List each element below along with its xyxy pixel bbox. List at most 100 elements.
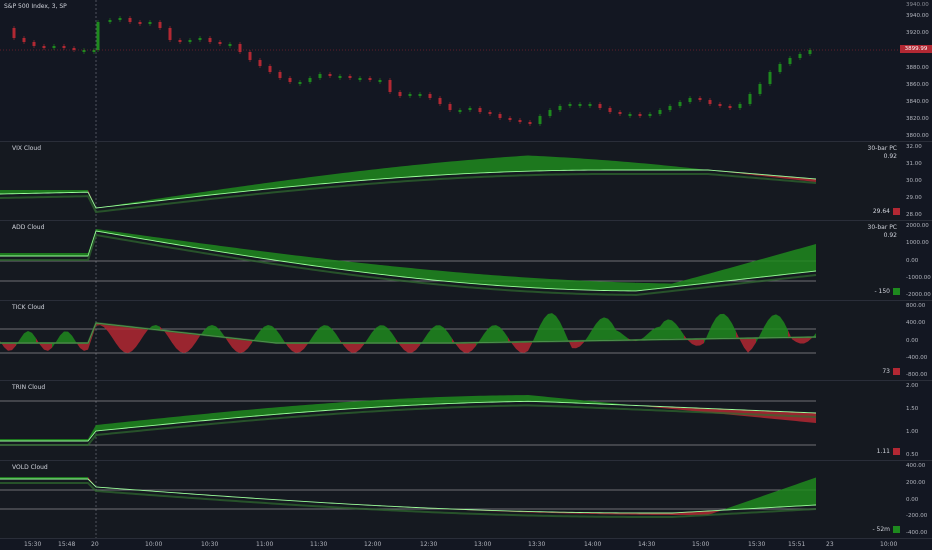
pane-info: 0.92	[883, 153, 897, 160]
cloud-segment	[584, 158, 588, 171]
axis-tick: 1.00	[906, 429, 919, 435]
cloud-segment	[340, 260, 344, 270]
cloud-segment	[132, 420, 136, 428]
cloud-segment	[112, 422, 116, 430]
cloud-segment	[268, 325, 272, 343]
candle	[288, 78, 292, 82]
candle	[378, 80, 382, 82]
cloud-segment	[460, 272, 464, 283]
cloud-segment	[472, 159, 476, 174]
cloud-segment	[812, 477, 816, 506]
cloud-segment	[520, 395, 524, 402]
indicator-pane-add-cloud[interactable]: ADD Cloud	[0, 221, 900, 300]
cloud-segment	[232, 247, 236, 255]
cloud-segment	[216, 245, 220, 252]
cloud-segment	[12, 439, 16, 441]
candle	[148, 22, 152, 24]
indicator-pane-vold-cloud[interactable]: VOLD Cloud	[0, 461, 900, 538]
candle	[22, 38, 26, 42]
candle	[108, 20, 112, 22]
cloud-segment	[756, 334, 760, 343]
cloud-segment	[664, 513, 668, 515]
cloud-segment	[300, 405, 304, 413]
cloud-segment	[796, 177, 800, 181]
candle	[128, 18, 132, 22]
candle	[478, 108, 482, 112]
candle	[328, 74, 332, 76]
cloud-segment	[388, 167, 392, 179]
cloud-segment	[248, 409, 252, 417]
cloud-segment	[72, 477, 76, 479]
cloud-segment	[588, 400, 592, 404]
cloud-segment	[344, 401, 348, 410]
cloud-segment	[392, 266, 396, 277]
cloud-segment	[8, 439, 12, 441]
cloud-segment	[236, 186, 240, 193]
indicator-pane-vix-cloud[interactable]: VIX Cloud	[0, 142, 900, 220]
cloud-segment	[348, 171, 352, 182]
cloud-segment	[24, 190, 28, 194]
cloud-segment	[304, 343, 308, 349]
candle	[498, 114, 502, 118]
price-tick: 3880.00	[906, 65, 929, 71]
axis-tick: 1.50	[906, 406, 919, 412]
price-chart[interactable]	[0, 0, 900, 141]
indicator-pane-trin-cloud[interactable]: TRIN Cloud	[0, 381, 900, 460]
time-tick: 12:30	[420, 541, 438, 548]
price-tick: 3940.00	[906, 13, 929, 19]
cloud-segment	[32, 332, 36, 343]
cloud-segment	[244, 185, 248, 192]
cloud-segment	[192, 192, 196, 198]
cloud-segment	[644, 333, 648, 340]
cloud-segment	[440, 270, 444, 282]
cloud-segment	[732, 505, 736, 510]
indicator-chart	[0, 221, 900, 300]
time-tick: 13:00	[474, 541, 492, 548]
axis-tick: 2.00	[906, 383, 919, 389]
cloud-segment	[200, 191, 204, 197]
time-tick: 15:00	[692, 541, 710, 548]
cloud-segment	[772, 491, 776, 508]
cloud-segment	[640, 282, 644, 291]
time-tick: 11:30	[310, 541, 328, 548]
cloud-segment	[184, 415, 188, 423]
cloud-segment	[752, 260, 756, 279]
cloud-segment	[484, 395, 488, 403]
cloud-segment	[332, 173, 336, 183]
cloud-segment	[84, 343, 88, 351]
cloud-segment	[488, 325, 492, 343]
cloud-segment	[288, 179, 292, 187]
price-tick: 3920.00	[906, 30, 929, 36]
cloud-segment	[80, 253, 84, 256]
cloud-segment	[140, 419, 144, 427]
cloud-segment	[376, 325, 380, 343]
candle	[488, 112, 492, 114]
cloud-segment	[64, 190, 68, 193]
cloud-segment	[324, 174, 328, 184]
cloud-segment	[84, 477, 88, 479]
cloud-segment	[740, 264, 744, 280]
candle	[268, 66, 272, 72]
cloud-segment	[804, 337, 808, 344]
price-tick: 3840.00	[906, 99, 929, 105]
cloud-segment	[524, 277, 528, 288]
cloud-segment	[292, 343, 296, 353]
cloud-segment	[48, 190, 52, 193]
candle	[458, 110, 462, 112]
cloud-segment	[28, 253, 32, 256]
cloud-segment	[412, 164, 416, 177]
cloud-segment	[176, 195, 180, 199]
cloud-segment	[376, 168, 380, 180]
pane-bg	[0, 461, 900, 538]
indicator-pane-tick-cloud[interactable]: TICK Cloud	[0, 301, 900, 380]
cloud-segment	[512, 342, 516, 349]
cloud-segment	[352, 171, 356, 182]
candle	[668, 106, 672, 110]
cloud-segment	[488, 395, 492, 403]
price-pane[interactable]: S&P 500 Index, 3, SP	[0, 0, 900, 141]
cloud-segment	[60, 439, 64, 441]
axis-tick: 1000.00	[906, 240, 929, 247]
axis-tick: 800.00	[906, 303, 926, 309]
cloud-segment	[372, 400, 376, 408]
cloud-segment	[20, 333, 24, 343]
